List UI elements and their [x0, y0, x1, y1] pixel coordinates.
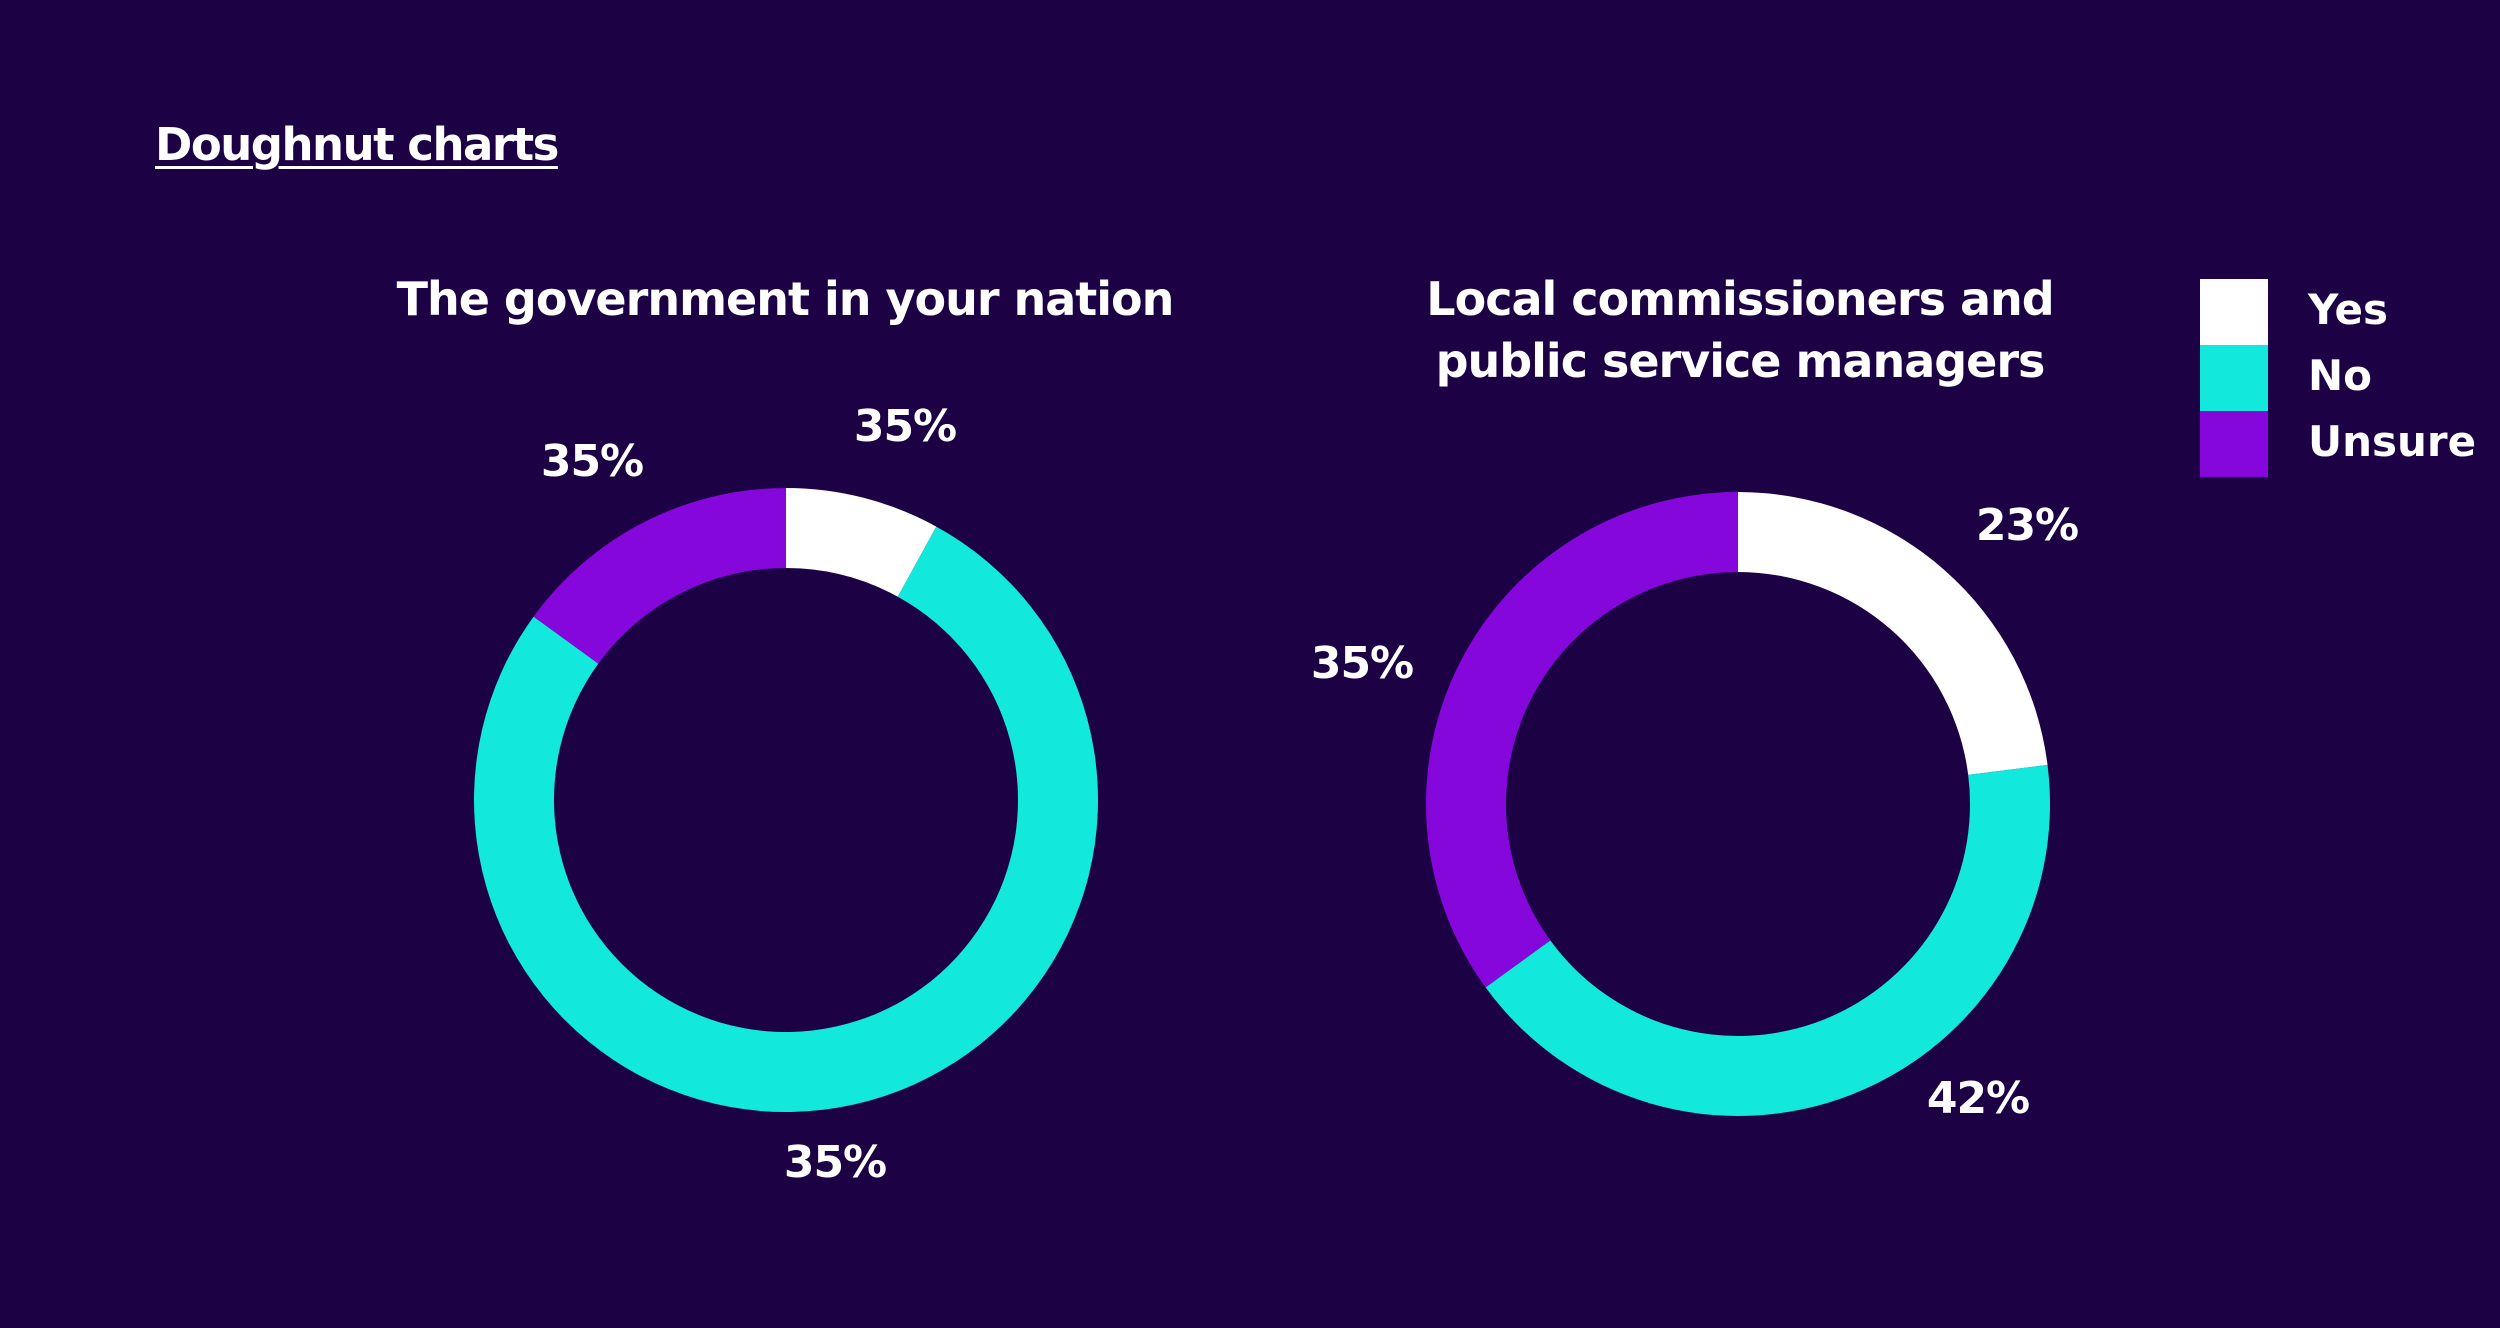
- doughnut-slice-unsure: [533, 488, 786, 664]
- data-label-yes: 23%: [1976, 500, 2078, 551]
- data-label-yes: 35%: [854, 401, 956, 452]
- doughnut-slice-yes: [1738, 492, 2048, 775]
- doughnut-chart-local-commissioners: 23% 42% 35%: [1311, 492, 2079, 1124]
- chart-title-local-commissioners: Local commissioners and public service m…: [1426, 272, 2054, 388]
- legend-swatch-no: [2200, 345, 2268, 411]
- chart-title-government: The government in your nation: [396, 272, 1175, 326]
- data-label-no: 42%: [1927, 1073, 2029, 1124]
- legend-label-unsure: Unsure: [2308, 417, 2477, 466]
- data-label-no: 35%: [784, 1137, 886, 1188]
- doughnut-chart-government: 35% 35% 35%: [473, 401, 1098, 1188]
- doughnut-slice-yes: [786, 488, 937, 597]
- data-label-unsure: 35%: [541, 436, 643, 487]
- legend-label-yes: Yes: [2308, 285, 2389, 334]
- page-heading: Doughnut charts: [155, 118, 559, 171]
- doughnut-slice-no: [1485, 764, 2050, 1117]
- legend-swatch-unsure: [2200, 411, 2268, 477]
- legend-label-no: No: [2308, 351, 2373, 400]
- legend-swatch-yes: [2200, 279, 2268, 345]
- data-label-unsure: 35%: [1311, 638, 1413, 689]
- doughnut-slice-unsure: [1426, 492, 1738, 988]
